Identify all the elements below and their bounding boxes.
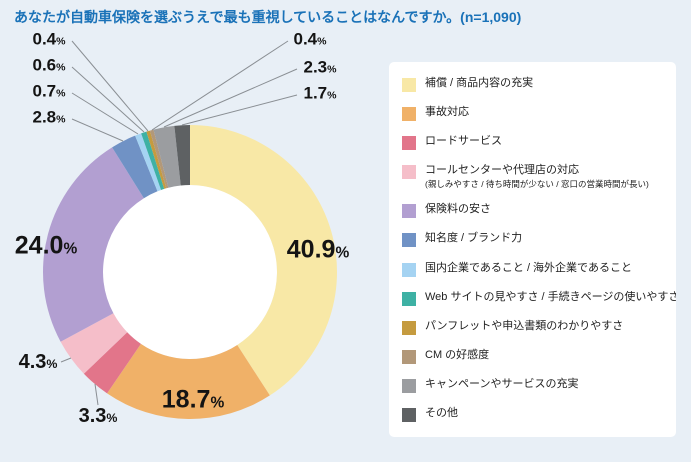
leader-line-3 bbox=[60, 357, 72, 363]
legend-label: キャンペーンやサービスの充実 bbox=[425, 377, 579, 390]
legend-text: ロードサービス bbox=[425, 135, 502, 149]
legend-label: 事故対応 bbox=[425, 106, 469, 119]
legend-swatch-icon bbox=[402, 407, 416, 422]
legend-item-5: 知名度 / ブランド力 bbox=[402, 232, 663, 248]
chart-title: あなたが自動車保険を選ぶうえで最も重視していることはなんですか。(n=1,090… bbox=[14, 9, 522, 25]
legend-swatch-icon bbox=[402, 78, 416, 92]
legend-item-8: パンフレットや申込書類のわかりやすさ bbox=[402, 320, 663, 335]
legend-swatch-icon bbox=[402, 165, 416, 180]
legend-label: CM の好感度 bbox=[425, 348, 490, 361]
legend-label: 補償 / 商品内容の充実 bbox=[425, 77, 534, 89]
legend-label: 知名度 / ブランド力 bbox=[425, 232, 523, 245]
legend-item-3: コールセンターや代理店の対応 (親しみやすさ / 待ち時間が少ない / 窓口の営業… bbox=[402, 164, 663, 189]
donut-slice-9 bbox=[149, 129, 169, 189]
legend-swatch-icon bbox=[402, 204, 416, 219]
legend-text: 知名度 / ブランド力 bbox=[425, 232, 522, 246]
legend-text: 保険料の安さ bbox=[425, 203, 491, 217]
donut-slice-6 bbox=[135, 133, 162, 192]
legend-item-0: 補償 / 商品内容の充実 bbox=[402, 77, 663, 92]
legend-text: 補償 / 商品内容の充実 bbox=[425, 77, 533, 91]
leader-line-7 bbox=[71, 66, 145, 133]
donut-slice-4 bbox=[42, 147, 144, 342]
legend-label: その他 bbox=[425, 406, 458, 419]
legend-text: コールセンターや代理店の対応 (親しみやすさ / 待ち時間が少ない / 窓口の営業… bbox=[425, 164, 649, 189]
legend-swatch-icon bbox=[402, 107, 416, 122]
legend-text: キャンペーンやサービスの充実 bbox=[425, 378, 578, 392]
legend-text: CM の好感度 bbox=[425, 349, 489, 363]
legend-text: 事故対応 bbox=[425, 106, 469, 120]
legend-text: パンフレットや申込書類のわかりやすさ bbox=[425, 320, 623, 334]
legend-item-6: 国内企業であること / 海外企業であること bbox=[402, 262, 663, 277]
donut-slice-7 bbox=[141, 131, 165, 190]
donut-slice-0 bbox=[190, 125, 337, 396]
legend-label: パンフレットや申込書類のわかりやすさ bbox=[425, 319, 624, 332]
legend-swatch-icon bbox=[402, 262, 416, 277]
donut-slice-2 bbox=[83, 332, 141, 394]
donut-slice-5 bbox=[112, 135, 158, 199]
legend-label: Web サイトの見やすさ / 手続きページの使いやすさ bbox=[425, 290, 676, 303]
legend-swatch-icon bbox=[402, 378, 416, 393]
donut-slice-1 bbox=[107, 343, 270, 419]
legend-item-9: CM の好感度 bbox=[402, 349, 663, 364]
legend-item-1: 事故対応 bbox=[402, 106, 663, 122]
legend-item-2: ロードサービス bbox=[402, 135, 663, 151]
leader-line-6 bbox=[71, 92, 139, 135]
legend-item-7: Web サイトの見やすさ / 手続きページの使いやすさ bbox=[402, 290, 676, 306]
legend-swatch-icon bbox=[402, 233, 416, 248]
legend-panel: 補償 / 商品内容の充実 事故対応ロードサービスコールセンターや代理店の対応 (親し… bbox=[389, 62, 676, 437]
legend-swatch-icon bbox=[402, 291, 416, 306]
legend-swatch-icon bbox=[402, 349, 416, 364]
legend-label: ロードサービス bbox=[425, 135, 502, 148]
legend-item-10: キャンペーンやサービスの充実 bbox=[402, 378, 663, 393]
leader-line-11 bbox=[181, 94, 298, 126]
legend-list: 補償 / 商品内容の充実 事故対応ロードサービスコールセンターや代理店の対応 (親し… bbox=[402, 77, 676, 422]
legend-item-4: 保険料の安さ bbox=[402, 203, 663, 219]
legend-text: 国内企業であること / 海外企業であること bbox=[425, 262, 632, 276]
legend-label: 保険料の安さ bbox=[425, 203, 491, 216]
donut-slice-3 bbox=[60, 313, 128, 374]
legend-label: 国内企業であること / 海外企業であること bbox=[425, 261, 632, 274]
leader-line-5 bbox=[71, 118, 124, 142]
leader-line-10 bbox=[163, 68, 298, 128]
legend-swatch-icon bbox=[402, 320, 416, 335]
leader-line-2 bbox=[94, 383, 99, 406]
legend-text: Web サイトの見やすさ / 手続きページの使いやすさ bbox=[425, 290, 676, 305]
leader-line-8 bbox=[71, 40, 149, 132]
legend-item-11: その他 bbox=[402, 407, 663, 422]
donut-hole bbox=[103, 185, 277, 359]
leader-line-9 bbox=[151, 40, 289, 131]
donut-slice-10 bbox=[153, 125, 181, 188]
donut-slice-11 bbox=[174, 125, 190, 186]
legend-sublabel: (親しみやすさ / 待ち時間が少ない / 窓口の営業時間が長い) bbox=[425, 179, 649, 190]
legend-swatch-icon bbox=[402, 136, 416, 151]
donut-slice-8 bbox=[146, 130, 167, 189]
legend-text: その他 bbox=[425, 407, 458, 421]
legend-label: コールセンターや代理店の対応 bbox=[425, 164, 579, 177]
